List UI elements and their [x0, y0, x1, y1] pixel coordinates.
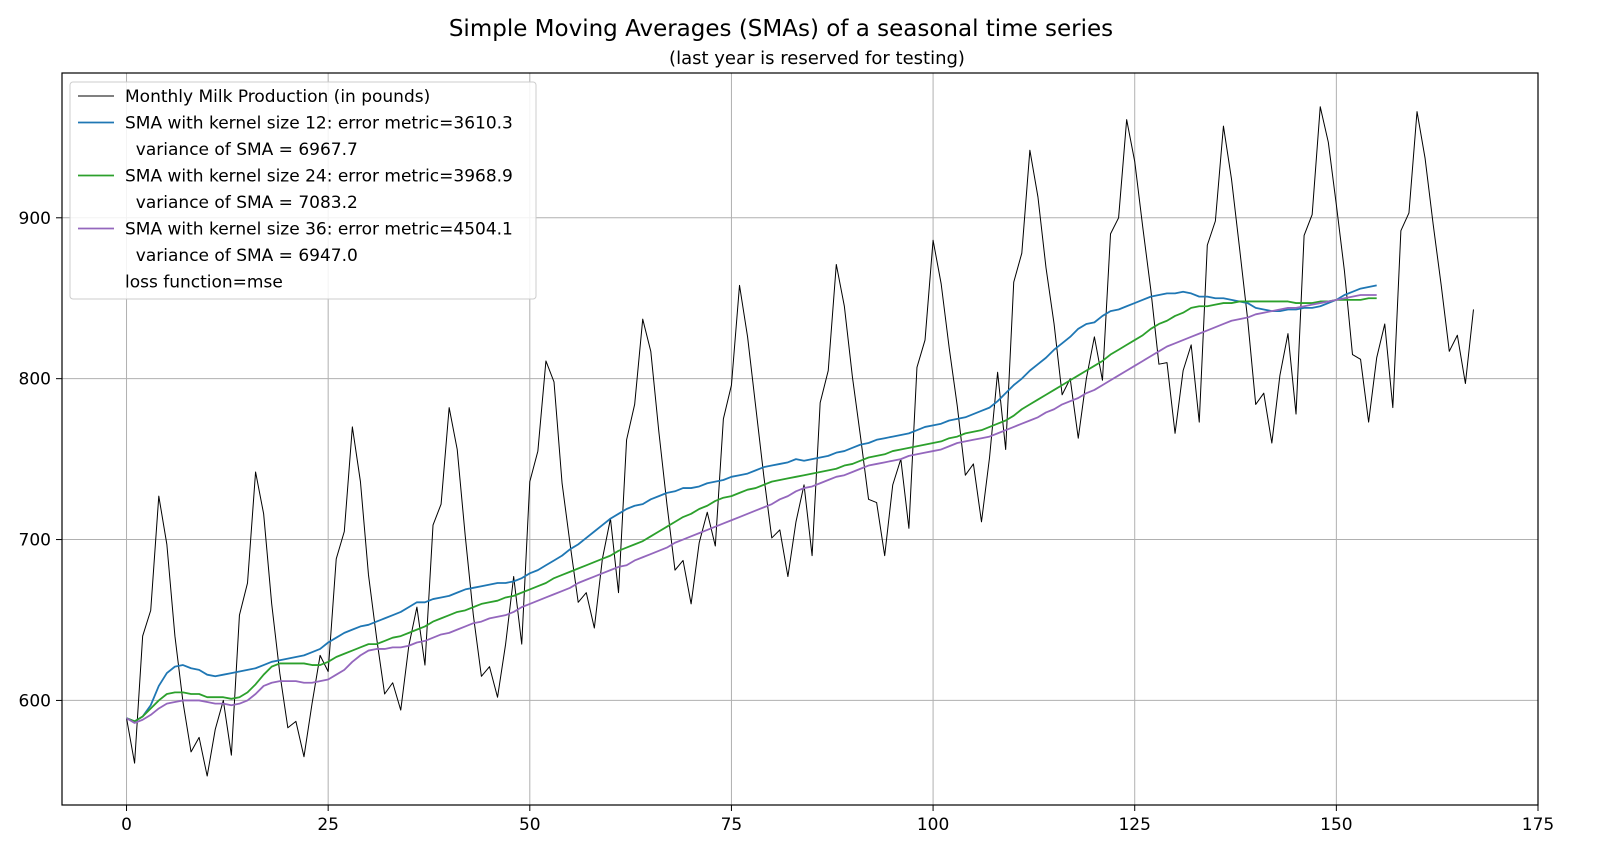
series-line-1	[126, 284, 1377, 723]
series-line-3	[126, 294, 1377, 724]
x-tick-label: 125	[1118, 815, 1150, 835]
legend-entry-1: SMA with kernel size 12: error metric=36…	[125, 114, 513, 134]
legend-entry-2: variance of SMA = 6967.7	[125, 140, 358, 160]
legend-box	[69, 81, 537, 300]
legend-entry-5: SMA with kernel size 36: error metric=45…	[125, 220, 513, 240]
x-tick-label: 150	[1320, 815, 1352, 835]
y-tick-label: 600	[19, 691, 51, 711]
legend-entry-4: variance of SMA = 7083.2	[125, 193, 358, 213]
plot-frame	[61, 72, 1539, 806]
y-tick-label: 900	[19, 209, 51, 229]
legend-entry-0: Monthly Milk Production (in pounds)	[125, 87, 430, 107]
chart-subtitle: (last year is reserved for testing)	[669, 48, 965, 69]
legend-entry-6: variance of SMA = 6947.0	[125, 246, 358, 266]
y-tick-label: 800	[19, 370, 51, 390]
x-tick-label: 50	[519, 815, 541, 835]
x-tick-label: 75	[721, 815, 743, 835]
series-lines	[126, 106, 1474, 777]
y-tick-label: 700	[19, 531, 51, 551]
series-line-0	[126, 106, 1474, 777]
legend-entry-7: loss function=mse	[125, 273, 283, 293]
y-axis-ticks: 600 700 800 900	[19, 209, 62, 711]
legend: Monthly Milk Production (in pounds) SMA w…	[69, 81, 537, 300]
legend-entry-3: SMA with kernel size 24: error metric=39…	[125, 167, 513, 187]
x-tick-label: 100	[917, 815, 949, 835]
x-tick-label: 25	[317, 815, 339, 835]
x-tick-label: 0	[121, 815, 132, 835]
x-axis-ticks: 0 25 50 75 100 125 150 175	[121, 805, 1554, 835]
chart-title: Simple Moving Averages (SMAs) of a seaso…	[449, 16, 1113, 42]
series-line-2	[126, 297, 1377, 723]
x-tick-label: 175	[1522, 815, 1554, 835]
